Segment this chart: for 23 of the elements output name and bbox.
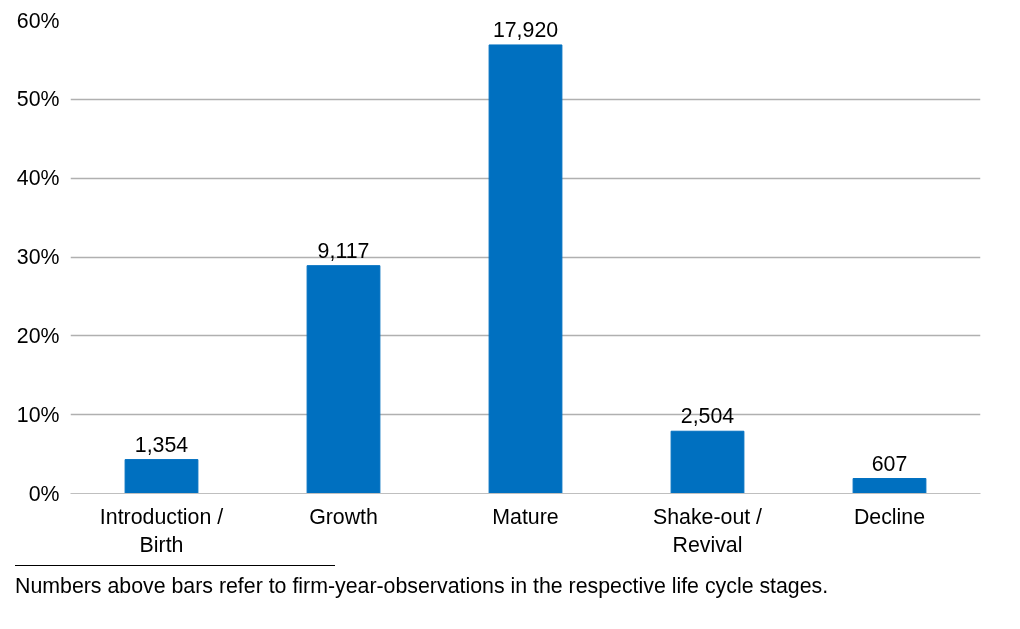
bar: [124, 459, 199, 494]
y-tick-label: 50%: [16, 87, 60, 112]
x-tick-label: Introduction / Birth: [99, 504, 224, 558]
annotation: 607: [871, 451, 908, 476]
x-tick-label: Growth: [309, 504, 378, 529]
text: Numbers above bars refer to firm-year-observations in the respective life cycle stages.: [15, 573, 829, 600]
annotation: 17,920: [492, 17, 559, 42]
y-tick-label: 40%: [16, 166, 60, 191]
y-tick-label: 20%: [16, 323, 60, 348]
annotation: 2,504: [680, 404, 735, 429]
x-tick-label: Mature: [492, 504, 559, 529]
annotation: 1,354: [134, 432, 189, 457]
y-tick-label: 60%: [16, 8, 60, 33]
y-tick-label: 30%: [16, 245, 60, 269]
bar: [852, 478, 927, 494]
bar: [670, 430, 745, 494]
y-tick-label: 10%: [16, 402, 60, 427]
x-tick-label: Decline: [853, 504, 926, 529]
bar: [306, 265, 381, 494]
bar: [488, 44, 563, 494]
annotation: 9,117: [317, 238, 370, 263]
y-tick-label: 0%: [28, 481, 60, 506]
x-tick-label: Shake-out / Revival: [652, 504, 763, 558]
